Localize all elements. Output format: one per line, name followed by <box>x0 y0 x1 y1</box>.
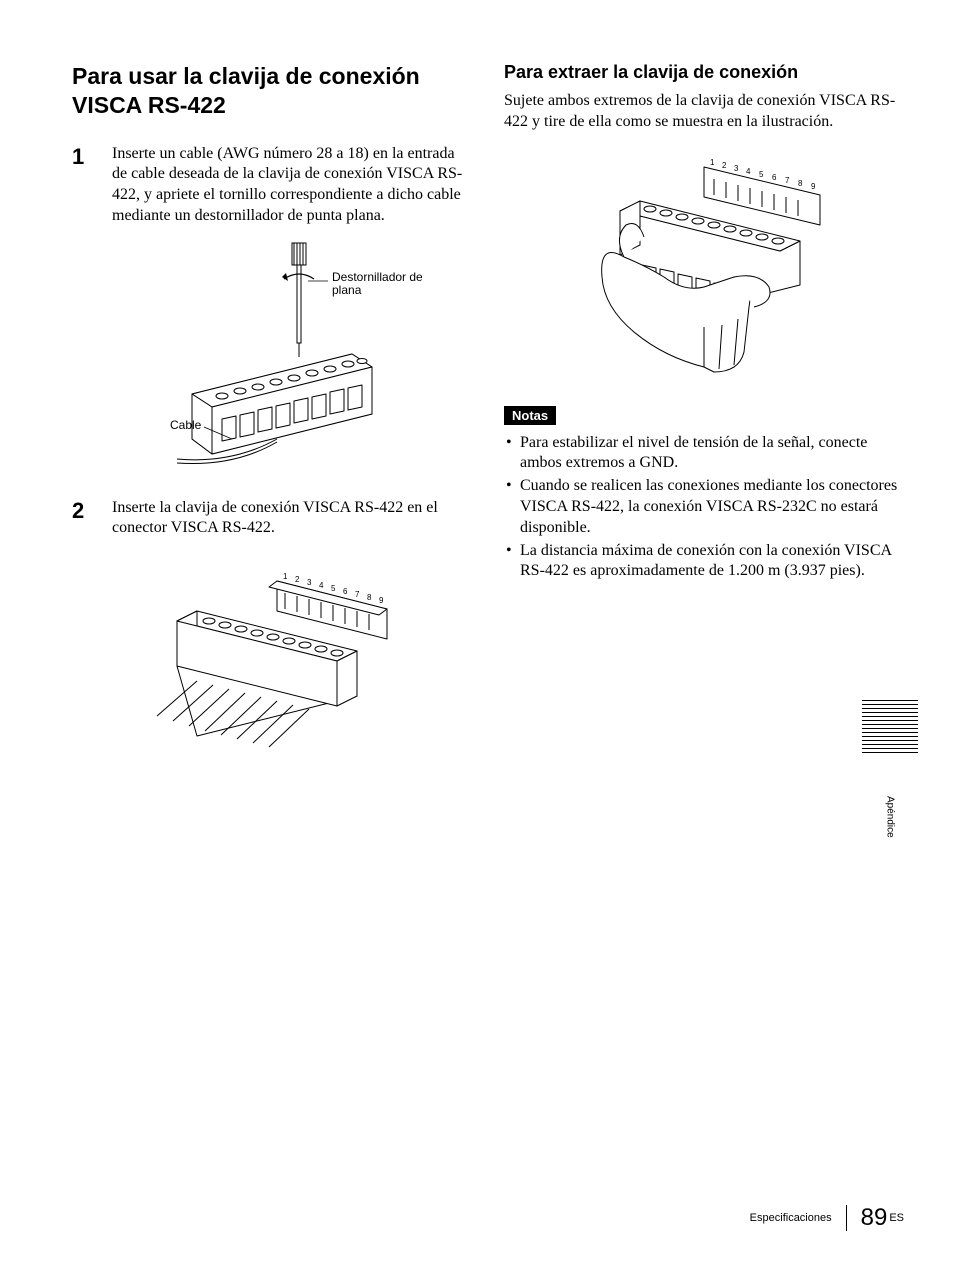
svg-text:6: 6 <box>343 587 348 596</box>
svg-text:7: 7 <box>785 176 790 185</box>
step-1-number: 1 <box>72 144 92 227</box>
notes-label: Notas <box>504 406 556 425</box>
note-item: La distancia máxima de conexión con la c… <box>504 541 904 583</box>
svg-text:1: 1 <box>283 572 288 581</box>
svg-text:5: 5 <box>331 584 336 593</box>
page-footer: Especificaciones 89 ES <box>750 1204 904 1232</box>
figure-2: 123 456 789 <box>72 551 472 756</box>
svg-text:8: 8 <box>798 179 803 188</box>
step-2-number: 2 <box>72 498 92 540</box>
left-heading: Para usar la clavija de conexión VISCA R… <box>72 62 472 120</box>
svg-text:2: 2 <box>722 161 727 170</box>
side-tab-lines-icon <box>862 700 918 756</box>
fig1-cable-label: Cable <box>170 418 202 432</box>
footer-lang: ES <box>889 1212 904 1224</box>
left-column: Para usar la clavija de conexión VISCA R… <box>72 62 472 780</box>
step-2: 2 Inserte la clavija de conexión VISCA R… <box>72 498 472 540</box>
right-heading: Para extraer la clavija de conexión <box>504 62 904 83</box>
svg-text:3: 3 <box>734 164 739 173</box>
note-item: Cuando se realicen las conexiones median… <box>504 476 904 538</box>
side-tab-text: Apéndice <box>885 796 896 838</box>
figure-3: 123 456 789 <box>504 147 904 382</box>
svg-text:3: 3 <box>307 578 312 587</box>
figure-1: Destornillador de puntaplana <box>72 239 472 474</box>
fig1-tool-label: Destornillador de puntaplana <box>332 270 422 297</box>
step-2-text: Inserte la clavija de conexión VISCA RS-… <box>112 498 472 540</box>
footer-section: Especificaciones <box>750 1205 847 1231</box>
svg-text:6: 6 <box>772 173 777 182</box>
note-item: Para estabilizar el nivel de tensión de … <box>504 433 904 475</box>
svg-text:9: 9 <box>811 182 816 191</box>
svg-text:7: 7 <box>355 590 360 599</box>
side-tab: Apéndice <box>862 700 918 838</box>
svg-text:4: 4 <box>746 167 751 176</box>
step-1-text: Inserte un cable (AWG número 28 a 18) en… <box>112 144 472 227</box>
svg-text:9: 9 <box>379 596 384 605</box>
footer-page-number: 89 <box>861 1204 888 1232</box>
svg-text:8: 8 <box>367 593 372 602</box>
svg-text:2: 2 <box>295 575 300 584</box>
right-para: Sujete ambos extremos de la clavija de c… <box>504 91 904 133</box>
step-1: 1 Inserte un cable (AWG número 28 a 18) … <box>72 144 472 227</box>
svg-text:1: 1 <box>710 158 715 167</box>
svg-text:5: 5 <box>759 170 764 179</box>
notes-list: Para estabilizar el nivel de tensión de … <box>504 433 904 583</box>
right-column: Para extraer la clavija de conexión Suje… <box>504 62 904 780</box>
svg-text:4: 4 <box>319 581 324 590</box>
